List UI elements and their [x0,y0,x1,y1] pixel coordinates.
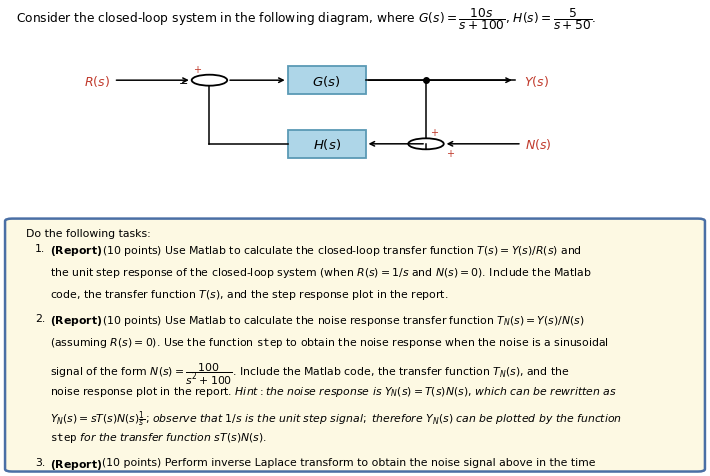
Text: $H(s)$: $H(s)$ [312,137,341,152]
Text: (10 points) Use Matlab to calculate the noise response transfer function $T_N(s): (10 points) Use Matlab to calculate the … [102,314,585,327]
Text: 2.: 2. [35,314,45,324]
Text: $G(s)$: $G(s)$ [312,73,341,89]
Text: (10 points) Use Matlab to calculate the closed-loop transfer function $T(s) = Y(: (10 points) Use Matlab to calculate the … [102,243,582,258]
Text: $R(s)$: $R(s)$ [84,73,110,89]
Circle shape [192,76,227,87]
Text: $\mathbf{(Report)}$: $\mathbf{(Report)}$ [50,457,103,471]
Text: $\mathtt{step}$ $\mathit{for\ the\ transfer\ function}$ $sT(s)N(s).$: $\mathtt{step}$ $\mathit{for\ the\ trans… [50,431,267,445]
FancyBboxPatch shape [288,67,366,95]
Text: −: − [179,79,188,89]
Text: (assuming $R(s) = 0$). Use the function $\mathtt{step}$ to obtain the noise resp: (assuming $R(s) = 0$). Use the function … [50,336,609,349]
Text: 1.: 1. [35,243,45,253]
Text: +: + [192,64,201,74]
Text: signal of the form $N(s) = \dfrac{100}{s^2+100}$. Include the Matlab code, the t: signal of the form $N(s) = \dfrac{100}{s… [50,361,569,386]
Text: $N(s)$: $N(s)$ [525,137,552,152]
Text: $Y(s)$: $Y(s)$ [524,73,549,89]
Text: code, the transfer function $T(s)$, and the step response plot in the report.: code, the transfer function $T(s)$, and … [50,288,449,301]
Text: +: + [446,149,454,159]
Text: the unit step response of the closed-loop system (when $R(s) = 1/s$ and $N(s) = : the unit step response of the closed-loo… [50,265,591,279]
Text: noise response plot in the report. $\mathit{Hint: the\ noise\ response\ is}$ $Y_: noise response plot in the report. $\mat… [50,385,617,398]
Text: $Y_N(s) = sT(s)N(s)\frac{1}{s}$; $\mathit{observe\ that\ 1/s\ is\ the\ unit\ ste: $Y_N(s) = sT(s)N(s)\frac{1}{s}$; $\mathi… [50,408,622,428]
Circle shape [408,139,444,150]
Text: Consider the closed-loop system in the following diagram, where $G(s) = \dfrac{1: Consider the closed-loop system in the f… [16,7,596,32]
Text: (10 points) Perform inverse Laplace transform to obtain the noise signal above i: (10 points) Perform inverse Laplace tran… [102,457,596,467]
Text: +: + [430,128,437,138]
Text: 3.: 3. [35,457,45,467]
Text: $\mathbf{(Report)}$: $\mathbf{(Report)}$ [50,314,103,327]
FancyBboxPatch shape [5,219,705,472]
FancyBboxPatch shape [288,130,366,159]
Text: Do the following tasks:: Do the following tasks: [26,228,151,238]
Text: $\mathbf{(Report)}$: $\mathbf{(Report)}$ [50,243,103,258]
